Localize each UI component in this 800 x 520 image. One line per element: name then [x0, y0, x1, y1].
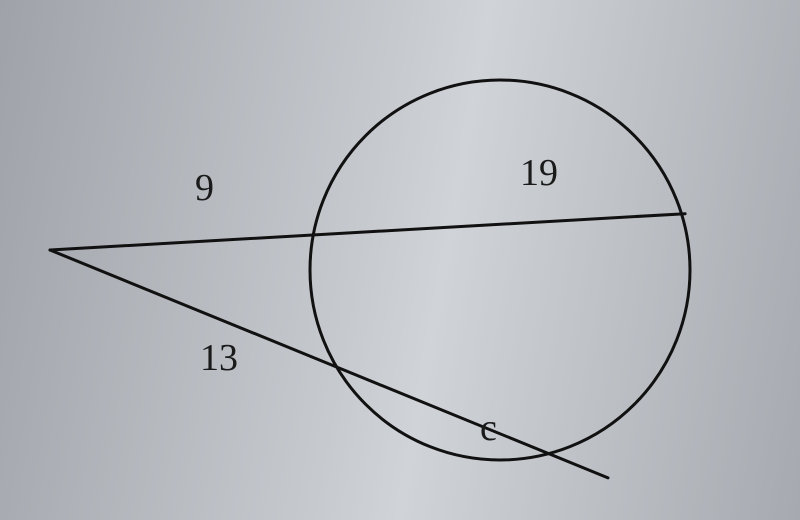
upper-secant: [50, 214, 685, 250]
label-upper-chord: 19: [520, 152, 558, 194]
lower-secant: [50, 250, 608, 478]
geometry-figure: 9 19 13 c: [0, 0, 800, 520]
label-upper-external: 9: [195, 167, 214, 209]
circle: [310, 80, 690, 460]
label-lower-external: 13: [200, 337, 238, 379]
label-lower-chord: c: [480, 407, 497, 449]
